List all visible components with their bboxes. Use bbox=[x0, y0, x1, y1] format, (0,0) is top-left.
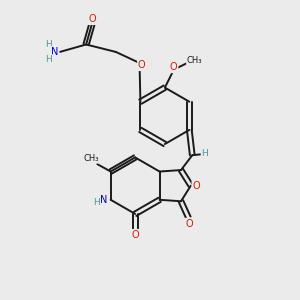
Text: O: O bbox=[131, 230, 139, 240]
Text: O: O bbox=[170, 62, 178, 72]
Text: O: O bbox=[185, 219, 193, 229]
Text: N: N bbox=[100, 195, 108, 205]
Text: CH₃: CH₃ bbox=[84, 154, 99, 163]
Text: H: H bbox=[46, 55, 52, 64]
Text: CH₃: CH₃ bbox=[187, 56, 202, 65]
Text: O: O bbox=[88, 14, 96, 24]
Text: H: H bbox=[201, 149, 208, 158]
Text: H: H bbox=[93, 198, 100, 207]
Text: N: N bbox=[51, 47, 58, 57]
Text: O: O bbox=[192, 181, 200, 191]
Text: O: O bbox=[138, 60, 146, 70]
Text: H: H bbox=[46, 40, 52, 49]
